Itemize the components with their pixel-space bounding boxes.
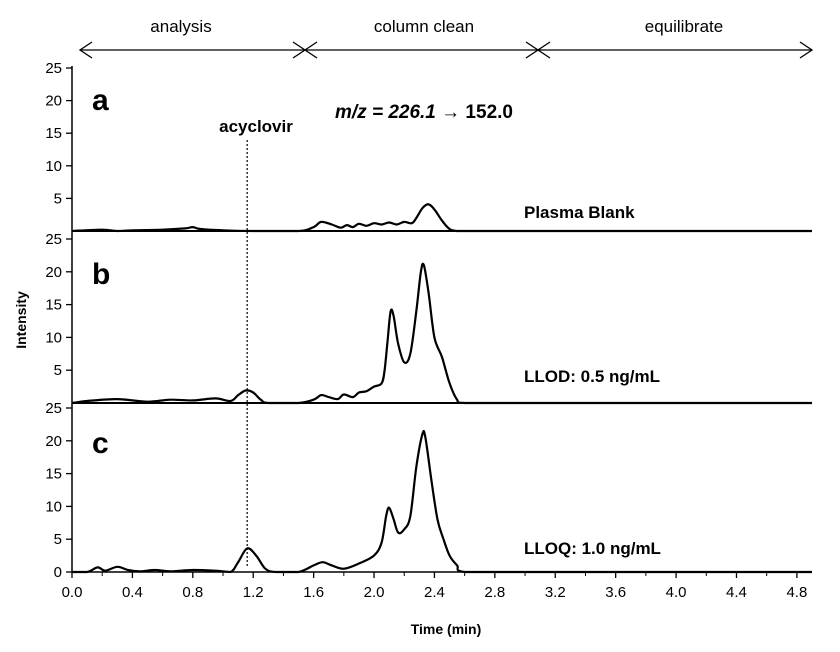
y-axis-title: Intensity bbox=[13, 291, 29, 349]
x-tick-label: 0.0 bbox=[62, 584, 83, 601]
arrowhead-left-equilibrate bbox=[536, 41, 551, 59]
x-tick-label: 1.6 bbox=[303, 584, 324, 601]
panel-b-name: LLOD: 0.5 ng/mL bbox=[524, 367, 660, 386]
arrowhead-right-equilibrate bbox=[799, 41, 814, 59]
trace-panel-b bbox=[71, 262, 812, 405]
arrowhead-left-analysis bbox=[78, 41, 93, 59]
panel-a-letter: a bbox=[92, 84, 109, 117]
x-axis-title: Time (min) bbox=[411, 621, 482, 637]
transition-label: m/z = 226.1 → 152.0 bbox=[335, 102, 513, 123]
x-tick-label: 2.8 bbox=[484, 584, 505, 601]
x-tick-label: 4.8 bbox=[786, 584, 807, 601]
chromatogram-traces bbox=[71, 203, 812, 574]
x-tick-label: 4.4 bbox=[726, 584, 747, 601]
x-tick-label: 2.4 bbox=[424, 584, 445, 601]
y-tick-label: 20 bbox=[45, 264, 62, 281]
x-tick-label: 0.4 bbox=[122, 584, 143, 601]
x-tick-label: 3.2 bbox=[545, 584, 566, 601]
acyclovir-label: acyclovir bbox=[219, 117, 293, 136]
phase-label-equilibrate: equilibrate bbox=[645, 17, 723, 36]
panel-c-name: LLOQ: 1.0 ng/mL bbox=[524, 539, 661, 558]
panel-a-name: Plasma Blank bbox=[524, 203, 635, 222]
y-tick-label: 15 bbox=[45, 466, 62, 483]
y-tick-label: 15 bbox=[45, 297, 62, 314]
trace-panel-a bbox=[71, 203, 812, 233]
transition-mz-italic: m/z = 226.1 bbox=[335, 102, 436, 123]
phase-label-column-clean: column clean bbox=[374, 17, 474, 36]
y-tick-label: 25 bbox=[45, 231, 62, 248]
x-tick-label: 2.0 bbox=[364, 584, 385, 601]
y-tick-label: 15 bbox=[45, 125, 62, 142]
y-tick-label: 25 bbox=[45, 60, 62, 77]
arrowhead-left-column-clean bbox=[303, 41, 318, 59]
y-tick-label: 20 bbox=[45, 93, 62, 110]
y-axis-ticks: 5 10 15 20 25 5 10 15 20 25 0 5 10 15 20 25 bbox=[45, 60, 72, 581]
y-tick-label: 10 bbox=[45, 158, 62, 175]
y-tick-label: 10 bbox=[45, 498, 62, 515]
y-tick-label: 5 bbox=[54, 531, 62, 548]
trace-panel-c bbox=[71, 429, 812, 574]
y-tick-label: 10 bbox=[45, 329, 62, 346]
y-tick-label: 20 bbox=[45, 433, 62, 450]
x-axis-ticks: 0.0 0.4 0.8 1.2 1.6 2.0 2.4 2.8 3.2 3.6 4.0 4.4 4.8 bbox=[62, 572, 807, 601]
x-tick-label: 1.2 bbox=[243, 584, 264, 601]
y-tick-label: 5 bbox=[54, 362, 62, 379]
transition-product: → 152.0 bbox=[436, 102, 513, 123]
x-tick-label: 4.0 bbox=[666, 584, 687, 601]
panel-c-letter: c bbox=[92, 427, 109, 460]
y-tick-label: 0 bbox=[54, 564, 62, 581]
panel-b-letter: b bbox=[92, 258, 110, 291]
y-tick-label: 25 bbox=[45, 400, 62, 417]
y-tick-label: 5 bbox=[54, 190, 62, 207]
phase-header: analysis column clean equilibrate bbox=[78, 17, 814, 59]
x-tick-label: 3.6 bbox=[605, 584, 626, 601]
phase-label-analysis: analysis bbox=[150, 17, 211, 36]
x-tick-label: 0.8 bbox=[182, 584, 203, 601]
